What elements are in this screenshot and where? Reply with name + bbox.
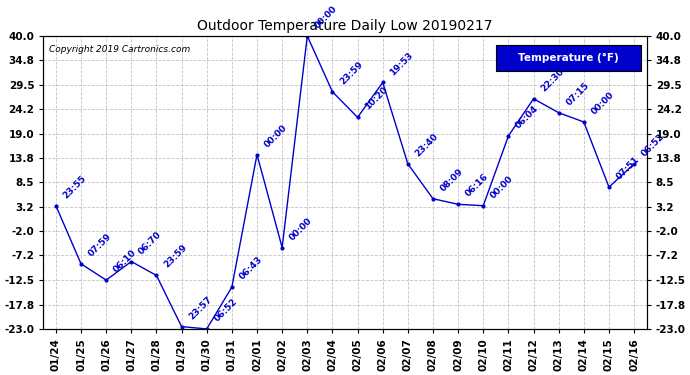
Text: 06:70: 06:70 — [137, 230, 164, 256]
Text: 00:00: 00:00 — [589, 90, 615, 117]
Text: Temperature (°F): Temperature (°F) — [518, 53, 619, 63]
Text: 08:09: 08:09 — [439, 166, 465, 193]
Text: 06:43: 06:43 — [237, 255, 264, 282]
Text: 22:30: 22:30 — [539, 67, 566, 93]
Text: 06:10: 06:10 — [112, 248, 138, 274]
FancyBboxPatch shape — [496, 45, 640, 71]
Text: 10:20: 10:20 — [363, 86, 390, 112]
Text: 00:00: 00:00 — [263, 123, 289, 149]
Text: 23:59: 23:59 — [162, 243, 188, 270]
Text: 00:00: 00:00 — [313, 4, 339, 30]
Text: 23:40: 23:40 — [413, 132, 440, 158]
Text: 00:00: 00:00 — [489, 174, 515, 200]
Text: 06:52: 06:52 — [640, 132, 666, 158]
Text: 06:52: 06:52 — [213, 297, 239, 323]
Text: 00:00: 00:00 — [288, 216, 314, 242]
Text: 23:57: 23:57 — [187, 294, 214, 321]
Text: 07:15: 07:15 — [564, 81, 591, 107]
Title: Outdoor Temperature Daily Low 20190217: Outdoor Temperature Daily Low 20190217 — [197, 20, 493, 33]
Text: Copyright 2019 Cartronics.com: Copyright 2019 Cartronics.com — [50, 45, 190, 54]
Text: 07:59: 07:59 — [86, 232, 113, 258]
Text: 06:04: 06:04 — [514, 104, 540, 130]
Text: 19:53: 19:53 — [388, 50, 415, 77]
Text: 23:55: 23:55 — [61, 174, 88, 200]
Text: 06:16: 06:16 — [464, 172, 490, 199]
Text: 07:51: 07:51 — [615, 155, 641, 182]
Text: 23:59: 23:59 — [338, 60, 365, 86]
